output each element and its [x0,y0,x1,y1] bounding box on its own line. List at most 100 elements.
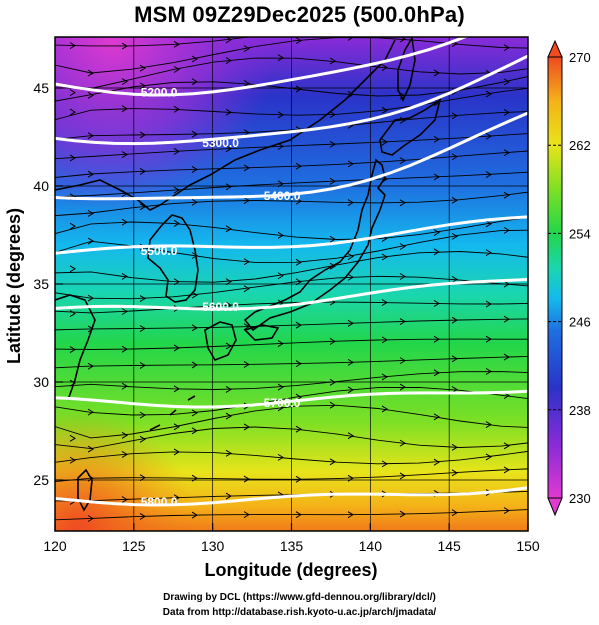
streamline-arrow [347,273,354,281]
streamline-arrow [225,342,232,350]
height-contour-label: 5500.0 [141,244,178,258]
streamline-arrow [139,513,146,520]
streamline-arrow [139,435,146,443]
streamline-arrow [69,456,76,464]
streamline-arrow [69,222,76,230]
streamline-arrow [503,442,510,450]
streamline [55,37,253,47]
x-tick-label: 140 [359,538,383,554]
height-contour-label: 5600.0 [202,300,239,314]
streamline [55,371,528,390]
streamline [55,76,528,102]
streamline-arrow [399,510,406,518]
streamline [55,87,528,121]
streamline-arrow [503,466,510,474]
streamline-arrow [399,199,406,207]
streamline-arrow [277,54,284,62]
colorbar-tick-label: 246 [569,315,591,330]
height-contour-line [55,111,528,201]
streamline-arrow [121,218,128,226]
height-contour-label: 5800.0 [141,495,178,509]
height-contour-line [55,215,528,255]
streamline-arrow [347,199,354,207]
streamline-arrow [87,91,94,99]
streamline-arrow [295,278,302,286]
streamline-arrow [433,413,440,421]
streamline [55,318,528,331]
streamline-arrow [243,511,250,519]
streamline-arrow [191,291,198,299]
streamline-arrow [381,405,388,413]
coastlines [55,37,442,512]
credit-data: Data from http://database.rish.kyoto-u.a… [162,607,437,618]
streamline-arrow [277,340,284,348]
height-contour-line [55,37,469,97]
streamline-arrow [433,135,440,143]
map-plot-area: 5200.0 5300.0 5400.0 5500.0 5600.0 5700.0 5800… [55,37,528,531]
streamline-arrow [381,106,388,114]
streamline-arrow [451,153,458,161]
streamline-arrow [243,361,250,368]
streamline-arrow [173,278,180,286]
x-tick-label: 120 [43,538,67,554]
streamline-arrow [503,191,510,199]
streamline-arrow [399,472,406,480]
streamline-arrow [485,453,492,461]
coastline-japan-shikoku [243,324,280,341]
streamline-arrow [87,408,94,416]
streamline-arrow [347,474,354,482]
streamline-arrow [243,45,250,53]
streamline-arrow [329,337,336,345]
streamline-arrow [451,88,458,95]
streamline-arrow [485,171,492,178]
y-tick-label: 40 [33,178,49,194]
streamline [55,509,528,521]
streamline [55,468,528,482]
streamline-arrow [329,177,336,185]
height-contour-label: 5300.0 [202,136,239,150]
streamline-arrow [87,210,94,217]
streamline-arrow [225,492,232,500]
streamline-arrow [173,105,180,113]
streamline-arrow [433,229,440,236]
streamline-arrow [243,80,250,87]
streamline [55,386,528,416]
colorbar-strip [547,56,563,499]
streamline-arrow [485,335,492,343]
coastline-taiwan [77,468,93,512]
streamline-arrow [503,353,510,361]
streamline-arrow [69,434,76,442]
streamline [55,171,528,198]
streamline-arrow [295,475,302,483]
streamline-arrow [433,173,440,181]
streamline-arrow [225,412,232,420]
streamline-arrow [191,252,198,259]
streamline-arrow [399,318,406,325]
colorbar-ticks: 270 262 254 246 238 230 [548,50,591,506]
streamline-arrow [87,132,94,140]
streamline-arrow [191,324,198,332]
streamline-arrow [295,37,302,45]
streamline-arrow [225,57,232,64]
streamline-arrow [277,231,284,239]
streamline-arrow [329,458,336,466]
y-tick-label: 25 [33,472,49,488]
streamline-arrow [503,226,510,234]
streamline-arrow [347,91,354,98]
streamline [55,450,528,465]
streamline-arrow [451,443,458,451]
streamline-arrow [433,335,440,343]
streamline-arrow [399,383,406,391]
streamline-arrow [451,112,458,120]
streamline-arrow [121,78,128,85]
streamline-arrow [451,232,458,240]
streamline-arrow [433,69,440,77]
streamline-arrow [173,220,180,227]
streamline-arrow [433,248,440,256]
streamline-arrow [173,186,180,194]
coastline-japan-hokkaido [379,98,442,156]
x-axis-label: Longitude (degrees) [204,560,377,580]
colorbar-tick-label: 270 [569,50,591,65]
coastline-korea [147,214,199,303]
streamline-arrow [329,57,336,65]
